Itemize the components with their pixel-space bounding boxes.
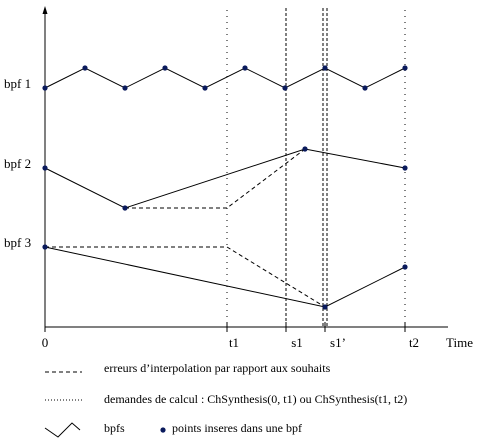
bpf1-point [122,85,128,91]
bpf1-point [202,85,208,91]
bpf1-point [282,85,288,91]
legend-dashed-text: erreurs d’interpolation par rapport aux … [104,361,331,375]
bpf2-error-dashed [125,148,306,209]
legend-dotted-text: demandes de calcul : ChSynthesis(0, t1) … [104,392,407,406]
bpf2-label: bpf 2 [4,156,31,171]
tick-label-s1-prime: s1’ [330,335,346,350]
bpf3-point [402,264,408,270]
bpf2-point [42,165,48,171]
bpf1-point [82,65,88,71]
legend-bpf-sample [44,422,81,438]
tick-label-t2: t2 [409,335,419,350]
bpf3-error-dashed [45,246,326,308]
bpf3-label: bpf 3 [4,235,31,250]
tick-label-0: 0 [42,335,49,350]
bpf1-point [42,85,48,91]
bpf3-line [44,246,406,308]
bpf3-points [42,244,408,310]
bpf1-points [42,65,408,91]
axes [42,6,448,328]
bpf2-point [122,205,128,211]
bpf2-points [42,146,408,211]
bpf1-point [362,85,368,91]
bpf1-line [44,67,406,89]
legend: erreurs d’interpolation par rapport aux … [44,361,407,438]
legend-point-sample [160,427,166,433]
tick-label-t1: t1 [229,335,239,350]
bpf1-label: bpf 1 [4,76,31,91]
bpf1-point [402,65,408,71]
bpf2-point [302,146,308,152]
s-lines [285,8,328,327]
bpf3-point [322,304,328,310]
bpf2-line [44,148,406,209]
bpf1-point [162,65,168,71]
bpf1-point [242,65,248,71]
computation-request-lines [226,10,406,327]
bpf3-point [42,244,48,250]
tick-label-s1: s1 [291,335,303,350]
legend-points-text: points inseres dans une bpf [172,421,302,435]
time-axis-label: Time [446,335,473,350]
legend-bpfs-text: bpfs [104,421,125,435]
bpf1-point [322,65,328,71]
bpf2-point [402,165,408,171]
y-axis-arrow [42,6,48,14]
